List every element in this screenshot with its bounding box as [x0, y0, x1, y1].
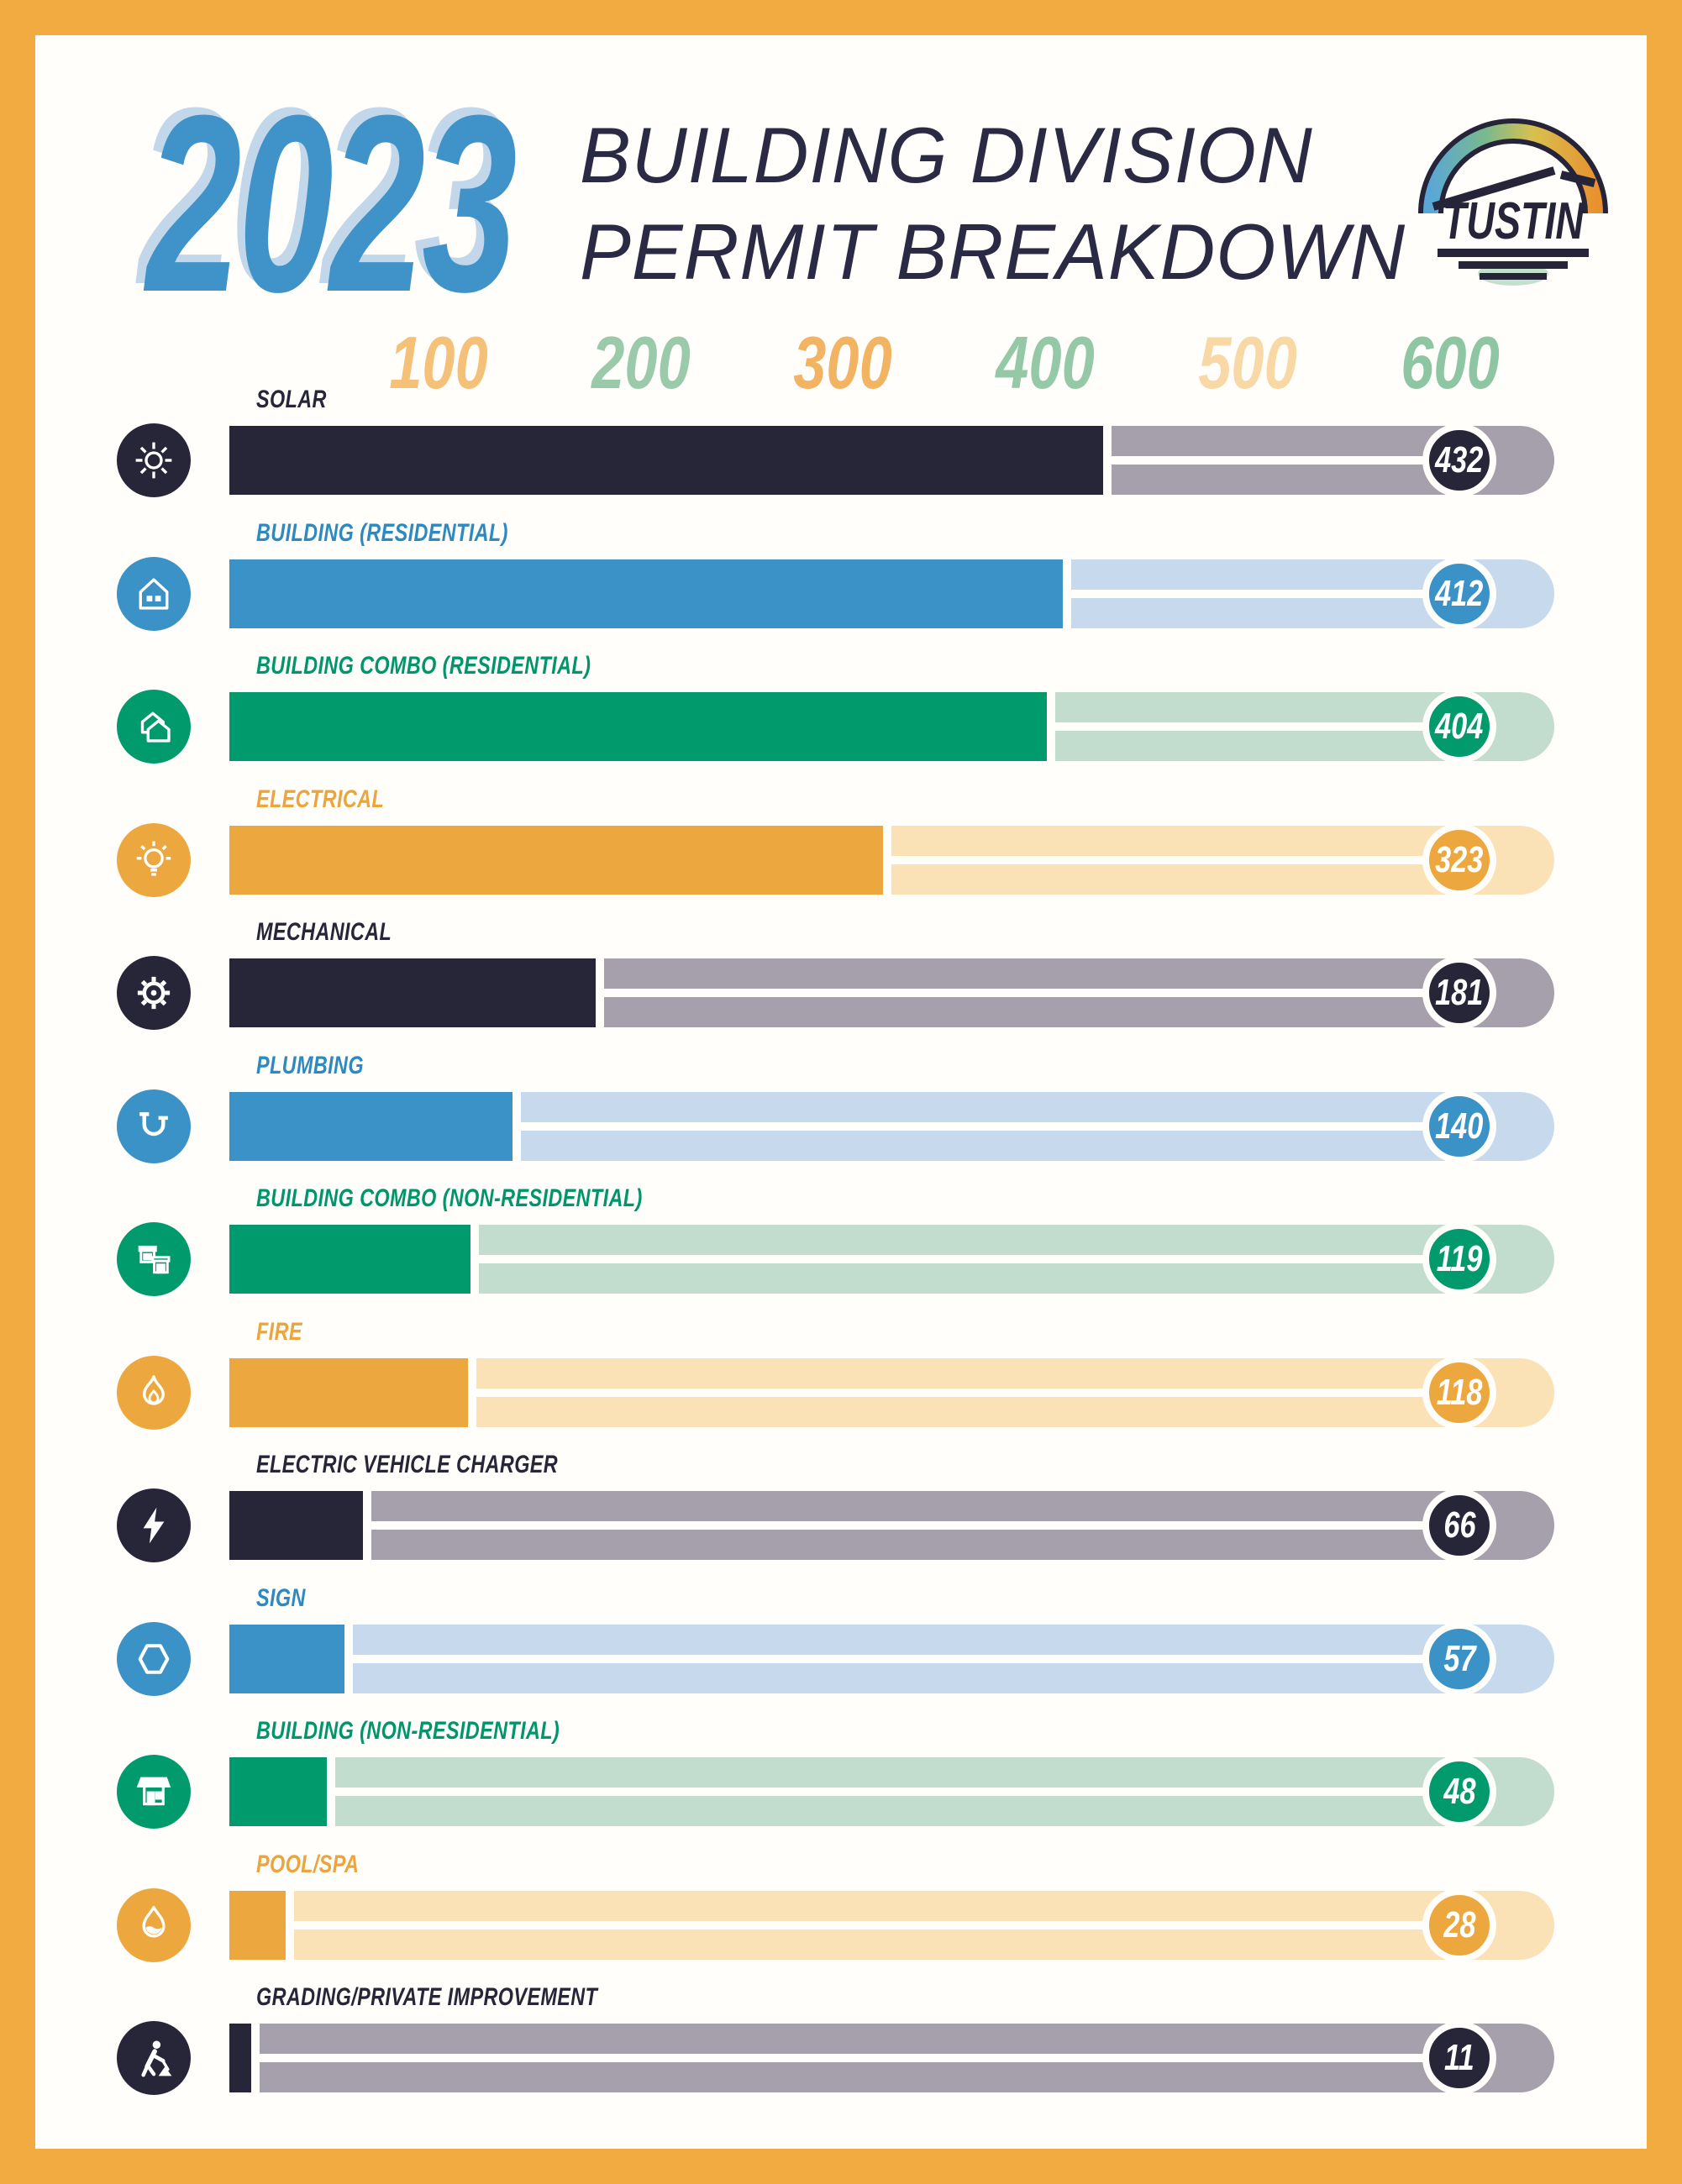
row-label: GRADING/PRIVATE IMPROVEMENT: [256, 1983, 598, 2011]
water-droplet-icon: [117, 1887, 191, 1962]
bar-track-stripe: [371, 1521, 1426, 1530]
row-label: BUILDING COMBO (RESIDENTIAL): [256, 652, 591, 680]
value-badge-number: 57: [1443, 1637, 1476, 1679]
axis-tick-100: 100: [389, 321, 488, 404]
bar-track-stripe: [1055, 722, 1426, 731]
logo-roofline-right: [1559, 171, 1596, 187]
logo-wordmark: TUSTIN: [1443, 192, 1585, 250]
bar-track-stripe: [1071, 589, 1426, 598]
page-sheet: 2023 BUILDING DIVISION PERMIT BREAKDOWN …: [35, 35, 1647, 2149]
value-badge: 140: [1422, 1089, 1496, 1163]
value-badge-number: 404: [1435, 706, 1484, 747]
bar-fill: [229, 1890, 286, 1960]
bar-track-stripe: [891, 855, 1426, 864]
bar-fill: [229, 1357, 468, 1427]
value-badge: 28: [1422, 1887, 1496, 1962]
two-houses-icon: [117, 690, 191, 764]
tustin-logo-graphic: TUSTIN: [1418, 118, 1608, 286]
hexagon-icon: [117, 1621, 191, 1696]
bar-track-stripe: [353, 1654, 1426, 1663]
value-badge: 66: [1422, 1488, 1496, 1562]
axis-tick-400: 400: [996, 321, 1095, 404]
gear-icon: [117, 956, 191, 1030]
row-label: BUILDING (NON-RESIDENTIAL): [256, 1717, 560, 1745]
row-label: ELECTRICAL: [256, 785, 385, 813]
value-badge-number: 140: [1435, 1105, 1484, 1147]
sun-icon: [117, 423, 191, 497]
value-badge: 432: [1422, 423, 1496, 497]
row-label: MECHANICAL: [256, 918, 392, 946]
bar-track-stripe: [335, 1788, 1426, 1796]
value-badge: 11: [1422, 2021, 1496, 2095]
storefront-icon: [117, 1755, 191, 1829]
value-badge-number: 432: [1435, 439, 1484, 480]
logo-arch-gradient: [1423, 123, 1603, 214]
pipe-icon: [117, 1089, 191, 1163]
bar-fill: [229, 1624, 344, 1693]
value-badge-number: 66: [1443, 1504, 1476, 1546]
axis-tick-200: 200: [591, 321, 691, 404]
logo-roofline-left: [1432, 166, 1556, 211]
value-badge-number: 11: [1444, 2037, 1474, 2078]
value-badge-number: 28: [1443, 1903, 1476, 1945]
logo-ground-line-2: [1459, 261, 1568, 269]
value-badge-number: 118: [1436, 1371, 1483, 1413]
value-badge: 119: [1422, 1222, 1496, 1296]
row-label: BUILDING COMBO (NON-RESIDENTIAL): [256, 1184, 643, 1212]
bar-track-stripe: [1112, 456, 1426, 465]
bar-fill: [229, 1757, 327, 1826]
bar-fill: [229, 2024, 251, 2092]
logo-ground-line-1: [1438, 249, 1589, 257]
row-label: FIRE: [256, 1317, 302, 1346]
lightning-bolt-icon: [117, 1488, 191, 1562]
bar-fill: [229, 692, 1047, 761]
bar-fill: [229, 825, 883, 895]
value-badge: 323: [1422, 822, 1496, 897]
bar-track-stripe: [479, 1255, 1426, 1263]
row-label: PLUMBING: [256, 1051, 364, 1079]
value-badge-number: 119: [1436, 1238, 1483, 1279]
value-badge-number: 181: [1435, 972, 1484, 1013]
row-label: ELECTRIC VEHICLE CHARGER: [256, 1451, 559, 1478]
bar-track-stripe: [260, 2054, 1426, 2062]
logo-ground-line-3: [1480, 273, 1547, 280]
bar-fill: [229, 426, 1103, 495]
axis-tick-500: 500: [1198, 321, 1297, 404]
year-title: 2023: [146, 62, 518, 344]
value-badge: 118: [1422, 1355, 1496, 1430]
value-badge: 404: [1422, 690, 1496, 764]
value-badge: 48: [1422, 1755, 1496, 1829]
construction-worker-icon: [117, 2021, 191, 2095]
two-storefronts-icon: [117, 1222, 191, 1296]
value-badge-number: 48: [1443, 1771, 1476, 1812]
bar-fill: [229, 559, 1063, 628]
bar-track-stripe: [604, 989, 1426, 997]
value-badge-number: 412: [1435, 572, 1484, 614]
row-label: BUILDING (RESIDENTIAL): [256, 518, 508, 547]
value-badge: 57: [1422, 1621, 1496, 1696]
bar-fill: [229, 958, 596, 1027]
bar-fill: [229, 1491, 363, 1560]
page-title: BUILDING DIVISION PERMIT BREAKDOWN: [580, 108, 1406, 300]
axis-tick-600: 600: [1401, 321, 1500, 404]
row-label: POOL/SPA: [256, 1850, 360, 1878]
page-title-line1: BUILDING DIVISION: [580, 111, 1313, 199]
value-badge-number: 323: [1435, 838, 1484, 880]
value-badge: 181: [1422, 956, 1496, 1030]
bar-fill: [229, 1225, 470, 1294]
bar-track-stripe: [294, 1920, 1426, 1929]
row-label: SOLAR: [256, 386, 327, 413]
row-label: SIGN: [256, 1583, 306, 1612]
tustin-logo: TUSTIN: [1411, 97, 1615, 301]
house-icon: [117, 556, 191, 631]
bar-fill: [229, 1091, 512, 1161]
axis-tick-300: 300: [793, 321, 893, 404]
bar-track-stripe: [521, 1121, 1426, 1131]
value-badge: 412: [1422, 556, 1496, 631]
bar-track-stripe: [476, 1388, 1426, 1397]
lightbulb-icon: [117, 822, 191, 897]
page-title-line2: PERMIT BREAKDOWN: [580, 207, 1406, 296]
flame-icon: [117, 1355, 191, 1430]
